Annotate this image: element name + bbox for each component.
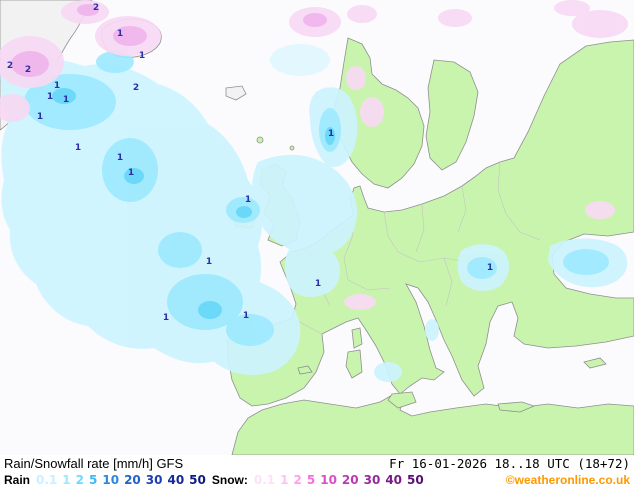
land-jan-mayen [225,85,247,101]
land-finland [425,59,479,171]
rain-cell [226,314,274,346]
rain-areas-heavy [52,88,335,319]
rain-cell [198,301,222,319]
land-crete [497,401,536,413]
rain-cell-tyrrhenian [374,362,402,382]
rain-cell [96,51,134,73]
snow-scale-value: 10 [320,473,337,487]
footer-title-row: Rain/Snowfall rate [mm/h] GFS Fr 16-01-2… [0,455,634,471]
rain-cell-uk-northsea [251,154,358,255]
snow-scale-value: 2 [293,473,302,487]
rain-cell [467,257,497,279]
footer-legend-row: Rain 0.1 1 2 5 10 20 30 40 50 Snow: 0.1 1 2 5 10 20 30… [0,471,634,487]
snow-scale-value: 40 [385,473,403,487]
rain-cell [52,88,76,104]
snow-scale-values: 0.1 1 2 5 10 20 30 40 50 [254,473,424,487]
rain-cell [124,168,144,184]
snow-scale-value: 50 [407,473,424,487]
rain-cell-adriatic [425,319,439,341]
copyright: ©weatheronline.co.uk [505,473,630,487]
snow-cell [11,51,49,77]
land-cyprus [583,357,607,369]
legend-footer: Rain/Snowfall rate [mm/h] GFS Fr 16-01-2… [0,455,634,490]
snow-cell-alps [344,294,376,310]
land-north-africa [231,393,634,456]
rain-cell-france [285,244,340,297]
land-continental-europe [227,39,634,407]
rain-scale-value: 40 [167,473,185,487]
snow-scale-value: 0.1 [253,473,276,487]
rain-cell [563,249,609,275]
map-title: Rain/Snowfall rate [mm/h] GFS [4,456,184,471]
rain-cell [325,127,335,145]
snow-cell [572,10,628,38]
snow-cell [303,13,327,27]
snow-cell [554,0,590,16]
rain-scale-values: 0.1 1 2 5 10 20 30 40 50 [36,473,206,487]
snow-areas-moderate [11,4,327,77]
rain-scale-value: 10 [102,473,120,487]
land-faroe-islands [256,136,264,144]
land-balearics [297,365,313,375]
snow-cell [77,4,99,16]
land-sardinia [345,349,363,379]
rain-scale-value: 1 [62,473,71,487]
europe-map [0,0,634,456]
rain-cell-norwegian-sea [270,44,330,76]
snow-cell [0,94,30,122]
rain-scale-value: 20 [124,473,141,487]
rain-cell [236,206,252,218]
rain-scale-value: 2 [75,473,84,487]
snow-cell [347,5,377,23]
map-datetime: Fr 16-01-2026 18..18 UTC (18+72) [389,456,630,471]
snow-label: Snow: [211,473,248,487]
land-corsica [351,327,363,349]
rain-scale-value: 50 [189,473,206,487]
snow-cell [113,26,147,46]
snow-scale-value: 20 [341,473,359,487]
snow-cell-sweden [360,97,384,127]
rain-scale-value: 30 [145,473,163,487]
snow-scale-value: 30 [363,473,381,487]
snow-cell [585,201,615,219]
rain-cell [158,232,202,268]
rain-scale-value: 0.1 [36,473,58,487]
land-sicily [387,391,417,409]
land-shetland [289,145,295,151]
rain-label: Rain [4,473,31,487]
snow-cell [438,9,472,27]
snow-scale-value: 1 [280,473,289,487]
rain-scale-value: 5 [89,473,98,487]
snow-scale-value: 5 [306,473,316,487]
snow-cell-norway [346,66,366,90]
